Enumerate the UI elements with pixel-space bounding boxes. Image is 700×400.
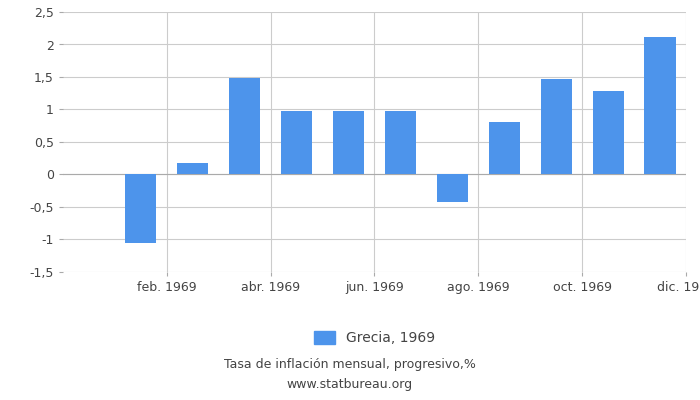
- Bar: [592, 91, 624, 174]
- Bar: [540, 79, 572, 174]
- Bar: [385, 112, 416, 174]
- Bar: [229, 78, 260, 174]
- Bar: [125, 174, 156, 243]
- Bar: [177, 163, 209, 174]
- Text: www.statbureau.org: www.statbureau.org: [287, 378, 413, 391]
- Bar: [489, 122, 520, 174]
- Bar: [645, 37, 676, 174]
- Legend: Grecia, 1969: Grecia, 1969: [309, 326, 440, 351]
- Bar: [333, 112, 364, 174]
- Bar: [281, 112, 312, 174]
- Text: Tasa de inflación mensual, progresivo,%: Tasa de inflación mensual, progresivo,%: [224, 358, 476, 371]
- Bar: [437, 174, 468, 202]
